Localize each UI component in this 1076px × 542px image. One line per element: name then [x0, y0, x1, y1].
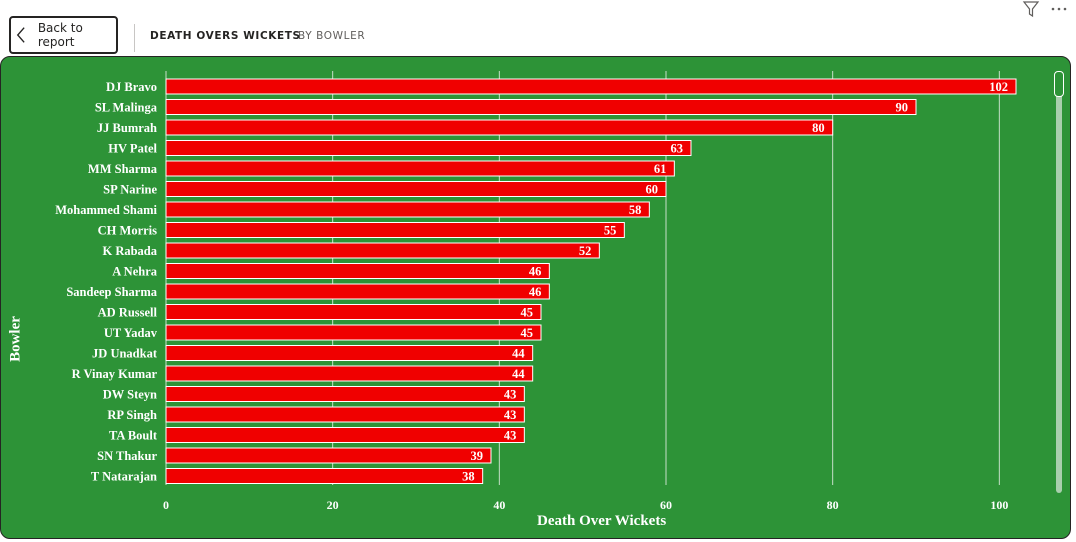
bar [165, 468, 484, 484]
bar [165, 365, 534, 382]
y-tick-label: AD Russell [98, 306, 158, 320]
breadcrumb-death-overs-wickets[interactable]: DEATH OVERS WICKETS [150, 30, 301, 42]
x-tick-label: 20 [327, 498, 339, 512]
bar [165, 447, 492, 464]
data-label: 43 [504, 429, 517, 443]
data-label: 45 [521, 326, 534, 340]
bar [165, 160, 675, 177]
bar [165, 406, 525, 423]
data-label: 46 [529, 285, 542, 299]
bar [165, 222, 625, 238]
visual-header-icons [1022, 0, 1068, 18]
y-axis-title: Bowler [7, 316, 24, 362]
x-tick-label: 80 [827, 498, 839, 512]
data-label: 38 [462, 470, 475, 484]
x-tick-label: 100 [990, 498, 1008, 512]
data-label: 43 [504, 388, 517, 402]
y-tick-label: HV Patel [108, 142, 157, 156]
y-tick-label: SL Malinga [95, 101, 158, 115]
bar [165, 201, 650, 218]
scrollbar-thumb[interactable] [1054, 71, 1064, 97]
bar [165, 324, 542, 341]
bar [165, 386, 525, 402]
y-tick-label: T Natarajan [91, 470, 157, 484]
x-tick-label: 60 [660, 498, 672, 512]
bar [165, 78, 1017, 95]
data-label: 80 [812, 121, 825, 135]
bar-chart: 0 20 40 60 80 100 DJ Bravo 102 SL Malinga 90 JJ Bu… [55, 71, 1017, 512]
chevron-left-icon [16, 27, 25, 43]
x-tick-label: 0 [163, 498, 169, 512]
y-tick-label: K Rabada [102, 244, 157, 258]
data-label: 45 [521, 306, 534, 320]
bar [165, 263, 550, 279]
bar [165, 304, 542, 320]
y-tick-label: SP Narine [103, 183, 157, 197]
x-axis-title: Death Over Wickets [537, 513, 667, 529]
y-tick-label: UT Yadav [104, 326, 158, 340]
y-tick-label: R Vinay Kumar [72, 367, 158, 381]
data-label: 55 [604, 224, 617, 238]
data-label: 44 [512, 347, 525, 361]
more-options-icon[interactable] [1050, 0, 1068, 18]
scrollbar-track[interactable] [1056, 73, 1062, 493]
y-tick-label: TA Boult [109, 429, 158, 443]
bar [165, 140, 692, 156]
data-label: 102 [989, 80, 1008, 94]
breadcrumb-by-bowler[interactable]: BY BOWLER [298, 30, 366, 42]
bar [165, 345, 534, 361]
chart-container: 0 20 40 60 80 100 DJ Bravo 102 SL Malinga 90 JJ Bu… [0, 56, 1071, 539]
data-label: 90 [896, 101, 909, 115]
bar [165, 242, 600, 259]
data-label: 60 [646, 183, 659, 197]
y-tick-label: DW Steyn [103, 388, 157, 402]
y-tick-label: A Nehra [112, 265, 158, 279]
y-tick-label: CH Morris [98, 224, 157, 238]
data-label: 46 [529, 265, 542, 279]
data-label: 61 [654, 162, 667, 176]
data-label: 39 [471, 449, 484, 463]
bar [165, 119, 834, 136]
y-tick-label: JJ Bumrah [97, 121, 157, 135]
bar [165, 99, 917, 115]
y-tick-label: SN Thakur [97, 449, 157, 463]
bar [165, 181, 667, 197]
data-label: 44 [512, 367, 525, 381]
data-label: 52 [579, 244, 592, 258]
y-tick-label: DJ Bravo [106, 80, 157, 94]
y-tick-label: RP Singh [107, 408, 157, 422]
back-to-report-button[interactable]: Back to report [9, 16, 118, 54]
back-button-label: Back to report [37, 21, 83, 49]
y-tick-label: MM Sharma [88, 162, 158, 176]
x-tick-label: 40 [493, 498, 505, 512]
header-divider [134, 24, 135, 52]
y-tick-label: Mohammed Shami [55, 203, 157, 217]
data-label: 43 [504, 408, 517, 422]
y-tick-label: Sandeep Sharma [66, 285, 157, 299]
data-label: 63 [671, 142, 684, 156]
filter-icon[interactable] [1022, 0, 1040, 18]
bar [165, 427, 525, 443]
y-tick-label: JD Unadkat [92, 347, 158, 361]
bar [165, 283, 550, 300]
data-label: 58 [629, 203, 642, 217]
